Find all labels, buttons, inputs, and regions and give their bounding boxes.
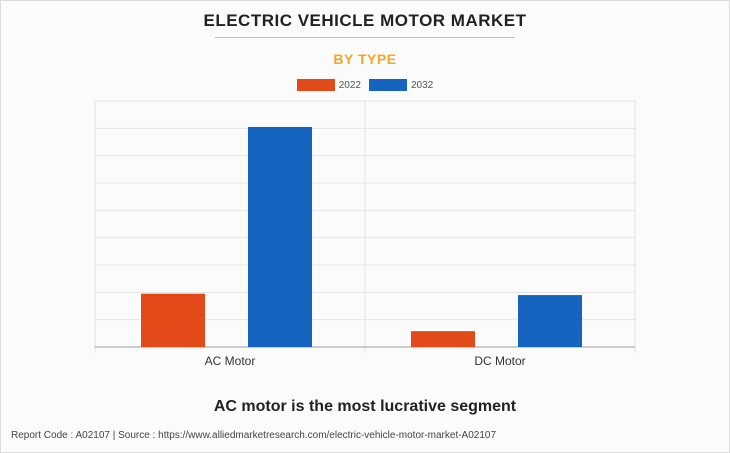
- legend-item-2032[interactable]: 2032: [369, 79, 433, 91]
- x-tick-label-ac-motor: AC Motor: [205, 354, 256, 368]
- bar-dc-motor-2022: [411, 331, 475, 347]
- chart-title: ELECTRIC VEHICLE MOTOR MARKET: [203, 11, 527, 30]
- chart-legend: 2022 2032: [0, 79, 730, 91]
- title-divider: [215, 37, 515, 38]
- chart-subtitle: BY TYPE: [333, 51, 397, 67]
- bar-ac-motor-2022: [141, 293, 205, 347]
- legend-label-2032: 2032: [411, 79, 434, 91]
- bar-ac-motor-2032: [248, 126, 312, 347]
- legend-item-2022[interactable]: 2022: [296, 79, 361, 91]
- legend-swatch-2032: [369, 79, 407, 91]
- legend-label-2022: 2022: [338, 79, 361, 91]
- bar-dc-motor-2032: [518, 295, 582, 347]
- report-source-footer: Report Code : A02107 | Source : https://…: [11, 430, 497, 441]
- x-tick-label-dc-motor: DC Motor: [474, 354, 525, 368]
- conclusion-text: AC motor is the most lucrative segment: [213, 398, 517, 415]
- legend-swatch-2022: [296, 79, 335, 91]
